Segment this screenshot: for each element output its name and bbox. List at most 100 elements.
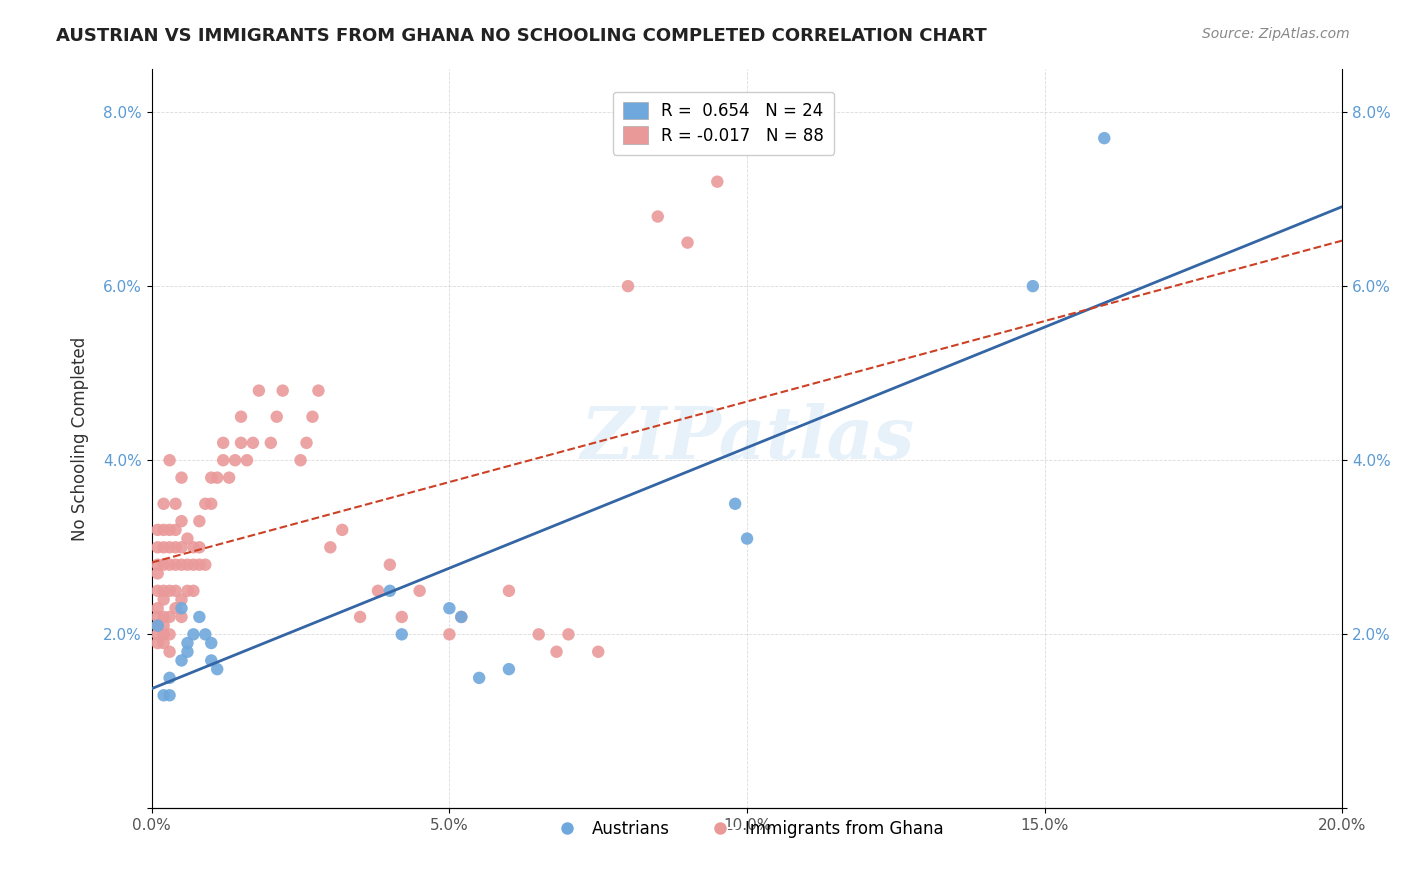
Point [307, 384, 329, 398]
Point [159, 558, 181, 572]
Point [676, 235, 699, 250]
Point [165, 497, 187, 511]
Point [330, 523, 353, 537]
Point [224, 453, 246, 467]
Point [165, 601, 187, 615]
Point [200, 470, 222, 484]
Point [165, 583, 187, 598]
Point [498, 662, 520, 676]
Point [170, 601, 193, 615]
Point [165, 523, 187, 537]
Point [152, 618, 174, 632]
Point [194, 497, 217, 511]
Point [617, 279, 640, 293]
Point [152, 627, 174, 641]
Point [159, 645, 181, 659]
Point [229, 435, 252, 450]
Point [266, 409, 288, 424]
Point [586, 645, 609, 659]
Point [205, 470, 228, 484]
Point [439, 627, 461, 641]
Y-axis label: No Schooling Completed: No Schooling Completed [72, 336, 89, 541]
Point [183, 627, 205, 641]
Point [159, 610, 181, 624]
Point [188, 514, 211, 528]
Point [183, 541, 205, 555]
Point [170, 470, 193, 484]
Point [170, 558, 193, 572]
Point [236, 453, 259, 467]
Point [152, 523, 174, 537]
Point [1092, 131, 1115, 145]
Point [146, 618, 169, 632]
Point [170, 592, 193, 607]
Point [152, 558, 174, 572]
Point [200, 497, 222, 511]
Point [146, 566, 169, 581]
Point [1022, 279, 1045, 293]
Point [271, 384, 294, 398]
Point [146, 636, 169, 650]
Point [735, 532, 758, 546]
Point [295, 435, 318, 450]
Point [367, 583, 389, 598]
Point [647, 210, 669, 224]
Text: AUSTRIAN VS IMMIGRANTS FROM GHANA NO SCHOOLING COMPLETED CORRELATION CHART: AUSTRIAN VS IMMIGRANTS FROM GHANA NO SCH… [56, 27, 987, 45]
Point [152, 583, 174, 598]
Point [176, 583, 198, 598]
Point [378, 558, 401, 572]
Point [159, 453, 181, 467]
Point [146, 523, 169, 537]
Point [170, 610, 193, 624]
Point [146, 541, 169, 555]
Point [152, 497, 174, 511]
Point [242, 435, 264, 450]
Point [152, 688, 174, 702]
Point [176, 645, 198, 659]
Point [183, 583, 205, 598]
Point [212, 435, 235, 450]
Point [468, 671, 491, 685]
Point [159, 671, 181, 685]
Legend: Austrians, Immigrants from Ghana: Austrians, Immigrants from Ghana [544, 814, 950, 845]
Point [200, 653, 222, 667]
Point [159, 627, 181, 641]
Point [165, 541, 187, 555]
Point [260, 435, 283, 450]
Point [194, 558, 217, 572]
Point [188, 558, 211, 572]
Text: Source: ZipAtlas.com: Source: ZipAtlas.com [1202, 27, 1350, 41]
Point [498, 583, 520, 598]
Point [212, 453, 235, 467]
Point [159, 523, 181, 537]
Point [146, 583, 169, 598]
Point [152, 592, 174, 607]
Point [450, 610, 472, 624]
Point [188, 541, 211, 555]
Point [152, 610, 174, 624]
Point [706, 175, 728, 189]
Point [170, 541, 193, 555]
Point [439, 601, 461, 615]
Point [159, 688, 181, 702]
Point [146, 558, 169, 572]
Point [290, 453, 312, 467]
Point [165, 558, 187, 572]
Point [146, 618, 169, 632]
Point [170, 514, 193, 528]
Point [349, 610, 371, 624]
Point [159, 541, 181, 555]
Point [301, 409, 323, 424]
Point [378, 583, 401, 598]
Point [146, 610, 169, 624]
Point [176, 636, 198, 650]
Point [391, 610, 413, 624]
Point [724, 497, 747, 511]
Text: ZIPatlas: ZIPatlas [581, 403, 914, 474]
Point [229, 409, 252, 424]
Point [176, 558, 198, 572]
Point [391, 627, 413, 641]
Point [218, 470, 240, 484]
Point [450, 610, 472, 624]
Point [546, 645, 568, 659]
